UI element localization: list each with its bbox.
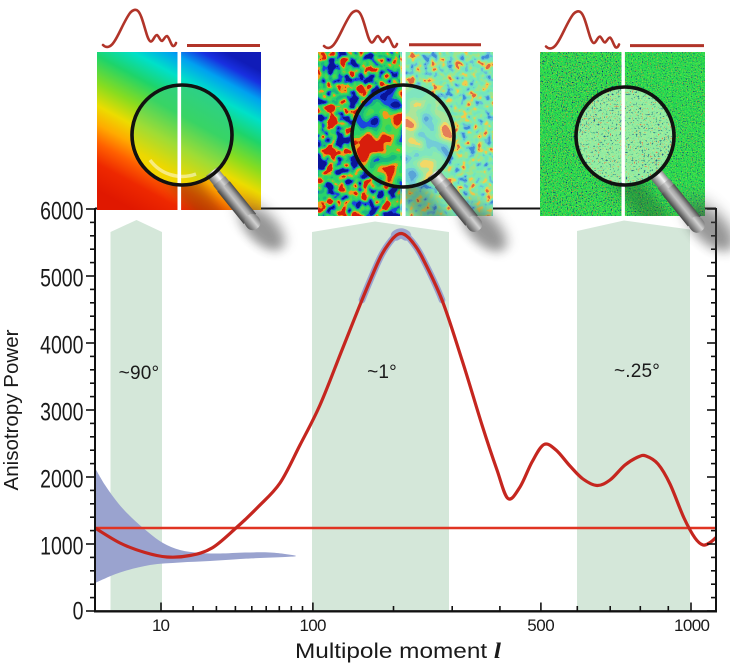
- svg-text:500: 500: [527, 616, 555, 635]
- svg-text:~.25°: ~.25°: [614, 361, 660, 382]
- svg-text:1000: 1000: [40, 532, 83, 560]
- svg-text:~90°: ~90°: [119, 363, 160, 384]
- svg-text:4000: 4000: [40, 331, 83, 359]
- svg-text:5000: 5000: [40, 264, 83, 292]
- svg-text:~1°: ~1°: [367, 362, 397, 383]
- svg-text:Anisotropy Power: Anisotropy Power: [0, 329, 23, 490]
- svg-text:0: 0: [73, 597, 84, 625]
- svg-text:1000: 1000: [674, 616, 710, 635]
- svg-text:Multipole moment l: Multipole moment l: [295, 638, 502, 663]
- svg-text:6000: 6000: [40, 197, 83, 225]
- svg-text:2000: 2000: [40, 465, 83, 493]
- svg-text:3000: 3000: [40, 398, 83, 426]
- svg-text:100: 100: [300, 616, 327, 635]
- svg-text:10: 10: [152, 616, 170, 635]
